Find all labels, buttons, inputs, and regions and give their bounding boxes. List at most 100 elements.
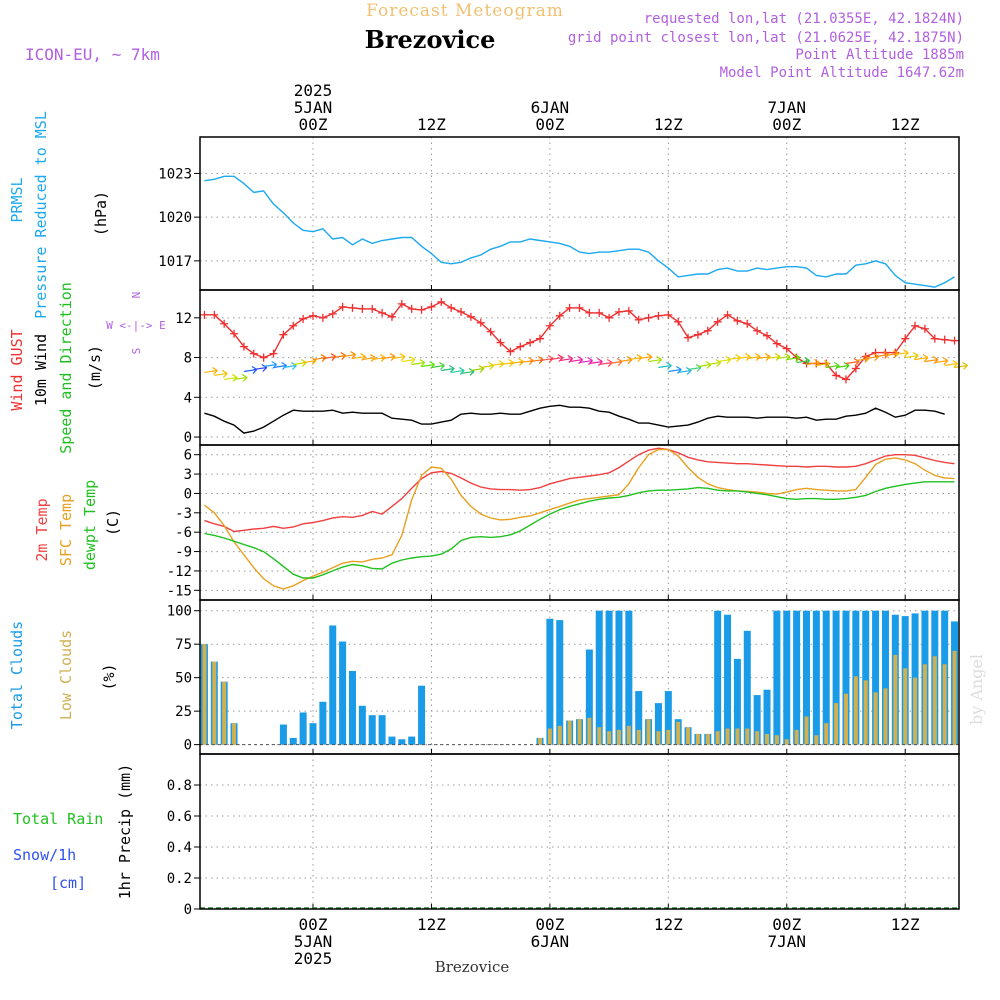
wind-direction-arrow — [924, 356, 939, 364]
total-cloud-bar — [289, 737, 297, 745]
gust-marker — [585, 308, 594, 317]
requested-coords: requested lon,lat (21.0355E, 42.1824N) — [644, 11, 964, 27]
total-cloud-bar — [812, 610, 820, 745]
gust-marker — [338, 302, 347, 311]
low-cloud-bar — [922, 664, 927, 745]
gust-marker — [644, 313, 653, 322]
wind-direction-arrow — [411, 359, 426, 367]
low-cloud-bar — [715, 731, 720, 745]
temperature-series-line — [204, 481, 955, 579]
gust-marker — [782, 344, 791, 353]
gust-marker — [210, 310, 219, 319]
compass-north: N — [130, 292, 143, 299]
pressure-series-line — [204, 175, 955, 288]
gust-marker — [684, 333, 693, 342]
y-tick-label: -9 — [175, 545, 192, 561]
wind-speed-direction-label: Speed and Direction — [57, 282, 75, 454]
y-tick-label: 0.4 — [167, 840, 192, 856]
wind-direction-arrow — [638, 353, 653, 361]
wind-direction-arrow — [569, 356, 584, 364]
bottom-time-label: 12Z — [417, 915, 446, 934]
bottom-time-label: 00Z — [299, 915, 328, 934]
wind-direction-arrow — [214, 369, 228, 378]
gust-marker — [368, 304, 377, 313]
low-cloud-bar — [755, 731, 760, 745]
wind-direction-arrow — [421, 360, 435, 369]
low-cloud-bar — [616, 729, 621, 745]
low-cloud-bar — [834, 703, 839, 745]
low-cloud-bar — [597, 727, 602, 745]
total-cloud-bar — [714, 610, 722, 745]
gust-marker — [674, 317, 683, 326]
gust-marker — [358, 304, 367, 313]
gust-marker — [545, 321, 554, 330]
wind-direction-arrow — [559, 355, 574, 363]
total-cloud-bar — [299, 712, 307, 745]
low-cloud-bar — [725, 728, 730, 745]
gust-marker — [318, 313, 327, 322]
gust-marker — [496, 338, 505, 347]
low-cloud-bar — [232, 723, 237, 745]
y-tick-label: 0 — [184, 902, 192, 918]
gust-marker — [733, 316, 742, 325]
low-cloud-bar — [814, 735, 819, 745]
pressure-ylabel: (hPa) — [92, 191, 110, 236]
wind-direction-arrow — [401, 356, 416, 364]
total-cloud-bar — [783, 610, 791, 745]
total-cloud-bar — [753, 695, 761, 745]
total-cloud-bar — [339, 641, 347, 745]
wind-gust-label: Wind GUST — [8, 329, 26, 410]
total-cloud-bar — [398, 739, 406, 745]
total-cloud-bar — [743, 630, 751, 745]
precip-panel: 0 0.2 0.4 0.6 0.8 1hr Precip (mm) — [116, 753, 960, 918]
low-cloud-bar — [804, 716, 809, 745]
wind-ylabel: (m/s) — [86, 345, 104, 390]
low-cloud-bar — [942, 664, 947, 745]
total-cloud-bar — [842, 610, 850, 745]
top-time-label: 7JAN — [767, 98, 806, 117]
low-cloud-bar — [607, 731, 612, 745]
gust-marker — [950, 336, 959, 345]
total-cloud-bar — [625, 610, 633, 745]
top-time-label: 00Z — [772, 115, 801, 134]
gust-marker — [437, 297, 446, 306]
y-tick-label: -3 — [175, 506, 192, 522]
compass-we: W <-|-> E — [106, 319, 166, 332]
gust-marker — [753, 326, 762, 335]
top-time-label: 00Z — [299, 115, 328, 134]
bottom-time-label: 2025 — [294, 949, 333, 968]
wind-direction-arrow — [914, 354, 929, 362]
gust-marker — [279, 330, 288, 339]
total-cloud-bar — [329, 625, 337, 745]
wind-direction-arrow — [233, 373, 248, 382]
total-cloud-bar — [319, 701, 327, 745]
gust-marker — [476, 318, 485, 327]
gust-marker — [832, 371, 841, 380]
total-rain-label: Total Rain — [13, 810, 103, 828]
low-cloud-bar — [853, 676, 858, 745]
wind-direction-arrow — [658, 361, 672, 370]
total-cloud-bar — [585, 649, 593, 745]
gust-marker — [624, 306, 633, 315]
gust-marker — [378, 308, 387, 317]
bottom-time-label: 7JAN — [767, 932, 806, 951]
gust-marker — [486, 327, 495, 336]
total-cloud-bar — [309, 723, 317, 745]
gust-marker — [605, 313, 614, 322]
bottom-time-label: 5JAN — [294, 932, 333, 951]
wind-direction-arrow — [648, 356, 663, 364]
top-time-label: 12Z — [417, 115, 446, 134]
gust-marker — [427, 302, 436, 311]
gust-marker — [920, 324, 929, 333]
low-cloud-bar — [893, 654, 898, 745]
wind-series-line — [204, 404, 945, 434]
gust-marker — [891, 348, 900, 357]
total-clouds-label: Total Clouds — [8, 621, 26, 729]
gust-marker — [851, 364, 860, 373]
wind-direction-arrow — [954, 361, 968, 370]
prmsl-label: PRMSL — [8, 177, 26, 222]
gust-marker — [457, 307, 466, 316]
wind-direction-arrow — [589, 358, 603, 366]
low-cloud-bar — [705, 733, 710, 745]
total-cloud-bar — [763, 689, 771, 745]
